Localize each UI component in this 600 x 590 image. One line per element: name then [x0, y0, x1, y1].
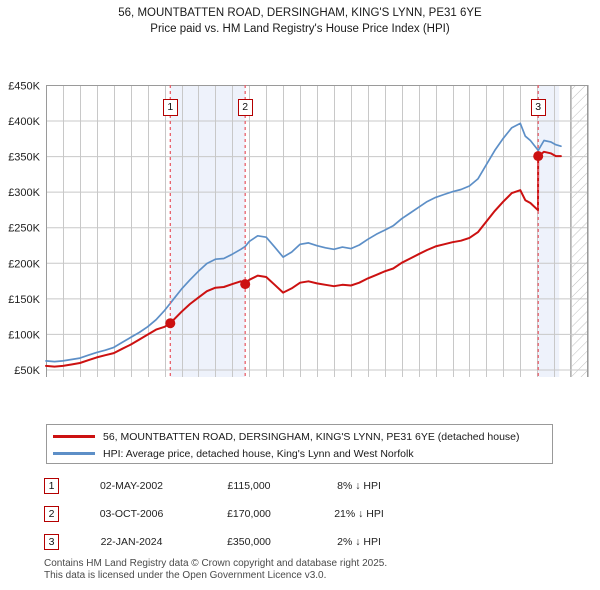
transaction-price: £170,000 — [227, 508, 271, 520]
price-marker-dot-1[interactable] — [165, 318, 176, 329]
price-history-chart: £0£50K£100K£150K£200K£250K£300K£350K£400… — [8, 81, 589, 377]
transaction-price: £115,000 — [227, 480, 271, 492]
y-axis-tick: £300K — [8, 187, 40, 199]
chart-legend: 56, MOUNTBATTEN ROAD, DERSINGHAM, KING'S… — [46, 424, 553, 464]
chart-marker-badge-1[interactable]: 1 — [162, 99, 178, 116]
transaction-index-badge: 1 — [44, 478, 59, 494]
title-line-1: 56, MOUNTBATTEN ROAD, DERSINGHAM, KING'S… — [118, 7, 482, 19]
title-line-2: Price paid vs. HM Land Registry's House … — [150, 23, 450, 35]
y-axis-tick: £200K — [8, 258, 40, 270]
forecast-hatch-region — [571, 85, 588, 377]
transaction-date: 02-MAY-2002 — [99, 480, 164, 492]
footer-attribution: Contains HM Land Registry data © Crown c… — [44, 558, 584, 582]
chart-marker-badge-2[interactable]: 2 — [237, 99, 253, 116]
y-axis-tick: £100K — [8, 329, 40, 341]
legend-row-property: 56, MOUNTBATTEN ROAD, DERSINGHAM, KING'S… — [53, 428, 546, 445]
price-marker-dot-2[interactable] — [240, 279, 251, 290]
transaction-index-badge: 3 — [44, 534, 59, 550]
y-axis-tick: £400K — [8, 116, 40, 128]
transaction-index-badge: 2 — [44, 506, 59, 522]
table-row[interactable]: 2 03-OCT-2006 £170,000 21% ↓ HPI — [44, 500, 564, 528]
transaction-date: 22-JAN-2024 — [100, 536, 163, 548]
series-line — [45, 150, 562, 368]
chart-marker-badge-3[interactable]: 3 — [530, 99, 546, 116]
transaction-hpi-delta: 8% ↓ HPI — [337, 480, 381, 492]
legend-row-hpi: HPI: Average price, detached house, King… — [53, 445, 546, 462]
transaction-price: £350,000 — [227, 536, 271, 548]
highlight-band-1 — [170, 85, 246, 377]
transaction-hpi-delta: 2% ↓ HPI — [337, 536, 381, 548]
table-row[interactable]: 3 22-JAN-2024 £350,000 2% ↓ HPI — [44, 528, 564, 556]
legend-label-hpi: HPI: Average price, detached house, King… — [103, 447, 414, 460]
transaction-date: 03-OCT-2006 — [99, 508, 164, 520]
series-line — [45, 122, 562, 363]
y-axis-tick: £350K — [8, 152, 40, 164]
price-marker-dot-3[interactable] — [533, 151, 544, 162]
page-title: 56, MOUNTBATTEN ROAD, DERSINGHAM, KING'S… — [0, 0, 600, 37]
y-axis-tick: £150K — [8, 294, 40, 306]
y-axis-tick: £450K — [8, 81, 40, 93]
footer-line-1: Contains HM Land Registry data © Crown c… — [44, 558, 388, 569]
highlight-band-2 — [538, 85, 560, 377]
y-axis-tick: £50K — [14, 365, 40, 377]
table-row[interactable]: 1 02-MAY-2002 £115,000 8% ↓ HPI — [44, 472, 564, 500]
footer-line-2: This data is licensed under the Open Gov… — [44, 570, 327, 581]
y-axis-tick: £250K — [8, 223, 40, 235]
transaction-hpi-delta: 21% ↓ HPI — [334, 508, 384, 520]
transactions-table: 1 02-MAY-2002 £115,000 8% ↓ HPI 2 03-OCT… — [44, 472, 564, 556]
legend-label-property: 56, MOUNTBATTEN ROAD, DERSINGHAM, KING'S… — [103, 430, 520, 443]
legend-swatch-hpi — [53, 452, 95, 455]
legend-swatch-property — [53, 435, 95, 438]
chart-container: £0£50K£100K£150K£200K£250K£300K£350K£400… — [0, 37, 600, 377]
